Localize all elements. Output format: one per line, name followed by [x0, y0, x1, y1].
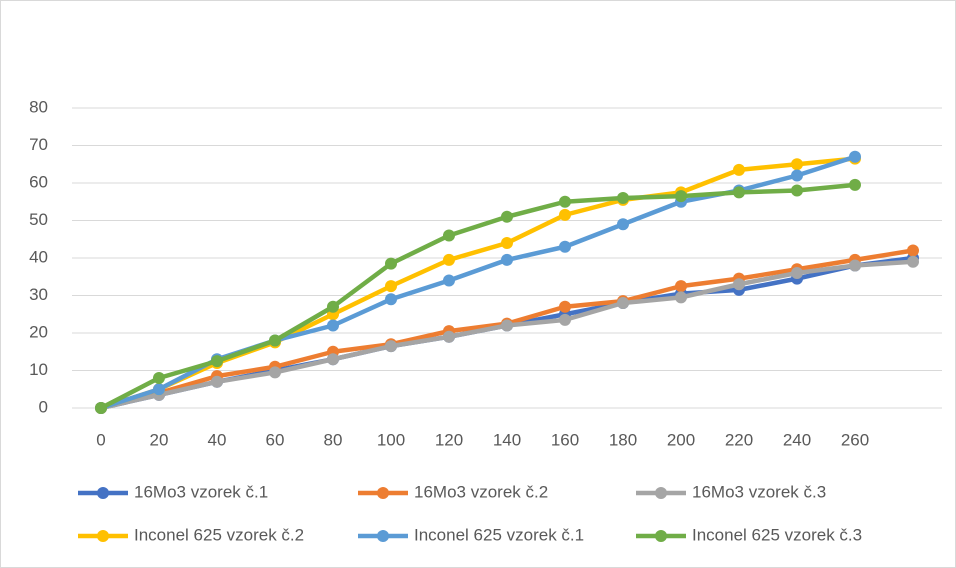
- data-point: [211, 375, 223, 388]
- data-point: [791, 184, 803, 197]
- y-tick-label: 40: [29, 247, 48, 266]
- data-point: [559, 195, 571, 208]
- data-point: [327, 353, 339, 366]
- x-tick-label: 40: [208, 430, 227, 449]
- x-tick-label: 200: [667, 430, 695, 449]
- legend-label: Inconel 625 vzorek č.3: [692, 525, 862, 544]
- y-tick-label: 60: [29, 172, 48, 191]
- data-point: [559, 300, 571, 313]
- data-point: [443, 274, 455, 287]
- data-point: [849, 150, 861, 163]
- x-tick-label: 100: [377, 430, 405, 449]
- data-point: [269, 366, 281, 379]
- y-tick-label: 80: [29, 97, 48, 116]
- data-point: [385, 340, 397, 353]
- x-tick-label: 0: [96, 430, 105, 449]
- data-point: [617, 218, 629, 231]
- data-point: [443, 229, 455, 242]
- data-point: [907, 244, 919, 257]
- y-tick-label: 10: [29, 360, 48, 379]
- x-tick-label: 160: [551, 430, 579, 449]
- data-point: [327, 319, 339, 332]
- data-point: [733, 163, 745, 176]
- data-point: [501, 210, 513, 223]
- x-tick-label: 220: [725, 430, 753, 449]
- data-point: [153, 372, 165, 384]
- data-point: [617, 297, 629, 309]
- data-point: [269, 334, 281, 347]
- data-point: [617, 192, 629, 204]
- data-point: [559, 240, 571, 253]
- legend-marker: [377, 487, 389, 499]
- data-point: [501, 319, 513, 332]
- data-point: [95, 402, 107, 414]
- data-point: [211, 355, 223, 368]
- x-tick-label: 260: [841, 430, 869, 449]
- data-point: [501, 237, 513, 249]
- x-tick-label: 120: [435, 430, 463, 449]
- data-point: [849, 178, 861, 191]
- legend-marker: [655, 530, 667, 542]
- y-tick-label: 0: [39, 397, 48, 416]
- y-tick-label: 30: [29, 285, 48, 304]
- data-point: [385, 257, 397, 270]
- y-tick-label: 70: [29, 135, 48, 154]
- data-point: [501, 253, 513, 266]
- data-point: [385, 293, 397, 306]
- data-point: [733, 278, 745, 291]
- legend-label: 16Mo3 vzorek č.2: [414, 482, 548, 501]
- x-tick-label: 240: [783, 430, 811, 449]
- data-point: [907, 255, 919, 268]
- data-point: [385, 280, 397, 293]
- x-tick-label: 60: [266, 430, 285, 449]
- data-point: [791, 267, 803, 279]
- y-tick-label: 20: [29, 322, 48, 341]
- data-point: [327, 300, 339, 313]
- x-tick-label: 20: [150, 430, 169, 449]
- data-point: [791, 169, 803, 182]
- x-tick-label: 140: [493, 430, 521, 449]
- legend-label: Inconel 625 vzorek č.1: [414, 525, 584, 544]
- legend-marker: [97, 487, 109, 499]
- data-point: [153, 383, 165, 396]
- legend-marker: [655, 487, 667, 499]
- data-point: [675, 291, 687, 304]
- data-point: [675, 190, 687, 203]
- data-point: [443, 330, 455, 343]
- data-point: [791, 158, 803, 171]
- data-point: [559, 208, 571, 221]
- y-tick-label: 50: [29, 210, 48, 229]
- data-point: [559, 313, 571, 326]
- data-point: [733, 186, 745, 199]
- data-point: [849, 259, 861, 272]
- legend-label: 16Mo3 vzorek č.1: [134, 482, 268, 501]
- legend-label: Inconel 625 vzorek č.2: [134, 525, 304, 544]
- series-line: [98, 182, 858, 411]
- x-tick-label: 80: [324, 430, 343, 449]
- legend-marker: [97, 530, 109, 542]
- x-tick-label: 180: [609, 430, 637, 449]
- data-point: [675, 280, 687, 293]
- legend-label: 16Mo3 vzorek č.3: [692, 482, 826, 501]
- legend-marker: [377, 530, 389, 542]
- data-point: [443, 253, 455, 266]
